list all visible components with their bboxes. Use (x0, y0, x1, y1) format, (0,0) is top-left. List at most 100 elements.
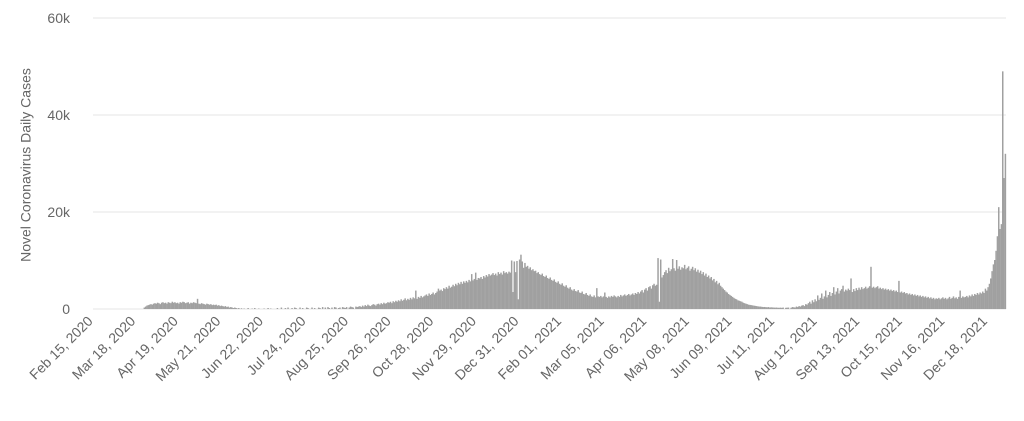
bar (963, 297, 965, 309)
bar (926, 297, 928, 309)
bar (517, 299, 520, 309)
bar (918, 296, 920, 309)
bar (360, 307, 362, 309)
bar (339, 307, 341, 309)
bar (420, 295, 422, 309)
bar (669, 271, 671, 309)
bar (795, 306, 798, 309)
bar (549, 277, 551, 309)
bar (247, 308, 249, 309)
bar (803, 306, 806, 309)
bar (560, 284, 562, 309)
bar (143, 307, 146, 309)
bar (914, 294, 916, 309)
bar (203, 304, 205, 309)
bar (376, 304, 378, 309)
bar (168, 302, 171, 309)
bar (831, 292, 834, 309)
bar (931, 298, 933, 309)
bar (719, 285, 722, 309)
bar (844, 289, 847, 309)
bar (436, 291, 438, 309)
bar (605, 296, 607, 309)
bar (437, 288, 440, 309)
bar (799, 306, 802, 309)
bar (987, 287, 989, 309)
bar (970, 296, 972, 309)
bar (723, 290, 726, 309)
bar (345, 307, 348, 309)
bar (331, 307, 333, 309)
bar (915, 295, 917, 309)
bar (847, 288, 850, 309)
bar (380, 303, 382, 309)
bar (828, 292, 831, 309)
bar (156, 302, 159, 309)
bar (864, 286, 867, 309)
bar (337, 308, 340, 309)
bar (632, 293, 634, 309)
bar (809, 301, 811, 309)
bar (773, 307, 775, 309)
bar (365, 306, 368, 309)
bar (516, 260, 518, 309)
bar (995, 250, 997, 309)
bar (486, 276, 489, 309)
bar (842, 285, 844, 309)
bar (896, 292, 899, 309)
bar (586, 294, 589, 309)
bar (674, 270, 677, 309)
bar (533, 271, 536, 309)
bar (655, 284, 658, 309)
bar (781, 307, 783, 309)
bar (596, 288, 598, 309)
bar (868, 286, 871, 309)
bar (874, 288, 876, 309)
bar (984, 288, 987, 309)
bar (461, 283, 464, 309)
bar (638, 293, 641, 309)
bar (958, 296, 960, 309)
bar (729, 294, 731, 309)
bar (880, 289, 883, 309)
bar (188, 303, 191, 309)
bar (810, 303, 812, 309)
bar (959, 290, 961, 309)
bar (552, 280, 554, 309)
bar (478, 278, 481, 309)
y-tick-label: 20k (47, 204, 71, 220)
bar (377, 303, 380, 309)
bar (456, 285, 458, 309)
bar (771, 307, 774, 309)
bar (602, 296, 605, 309)
bar (234, 307, 236, 309)
bar (683, 264, 686, 309)
bar (794, 307, 796, 309)
bar (858, 287, 860, 309)
bar (640, 291, 642, 309)
bar (601, 297, 603, 309)
bar (585, 292, 587, 309)
bar (419, 297, 421, 309)
bar (489, 275, 492, 309)
bar (573, 289, 575, 309)
bar (738, 300, 740, 309)
bar (1004, 153, 1007, 309)
bar (717, 284, 719, 309)
bar (614, 296, 617, 309)
bar (604, 292, 606, 309)
bar (797, 307, 799, 309)
bar (220, 305, 223, 309)
y-tick-label: 0 (62, 301, 70, 317)
bar (932, 297, 935, 309)
bar (923, 297, 925, 309)
bar (216, 305, 219, 309)
bar (978, 294, 980, 309)
bar (950, 298, 952, 309)
bar (882, 288, 884, 309)
bar (754, 305, 756, 309)
bar (488, 274, 490, 309)
bar (186, 302, 188, 309)
bar (630, 294, 633, 309)
bar (180, 302, 183, 309)
